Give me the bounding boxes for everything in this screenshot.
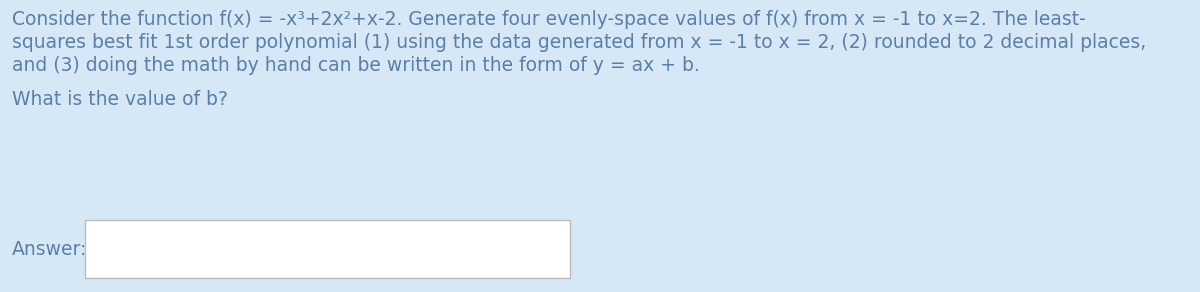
Text: What is the value of b?: What is the value of b? [12, 90, 228, 109]
Text: Answer:: Answer: [12, 240, 88, 259]
Text: and (3) doing the math by hand can be written in the form of y = ax + b.: and (3) doing the math by hand can be wr… [12, 56, 700, 75]
Text: squares best fit 1st order polynomial (1) using the data generated from x = -1 t: squares best fit 1st order polynomial (1… [12, 33, 1146, 52]
Text: Consider the function f(x) = -x³+2x²+x-2. Generate four evenly-space values of f: Consider the function f(x) = -x³+2x²+x-2… [12, 10, 1086, 29]
FancyBboxPatch shape [85, 220, 570, 278]
